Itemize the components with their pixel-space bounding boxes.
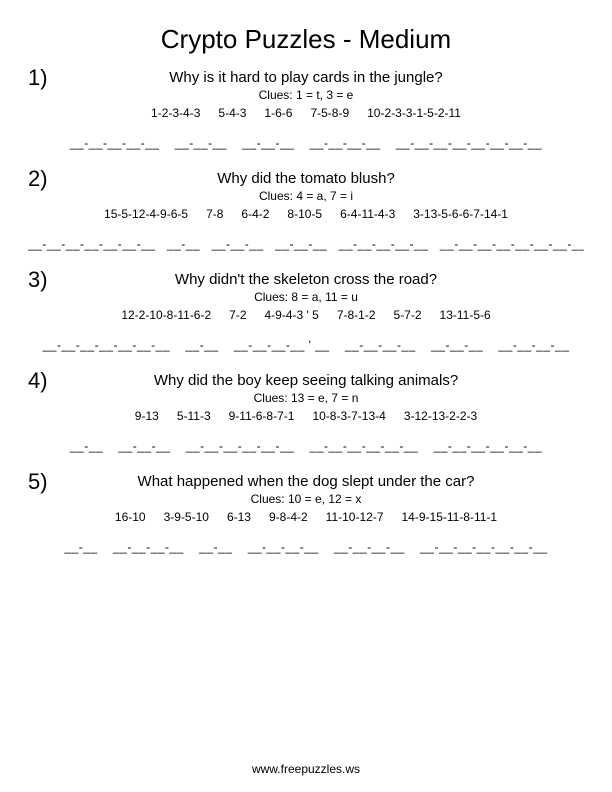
puzzles-list: 1)Why is it hard to play cards in the ju… [28,69,584,554]
code-group: 7-8 [206,207,223,221]
puzzle-codes: 12-2-10-8-11-6-2 7-2 4-9-4-3 ' 5 7-8-1-2 5-7… [28,308,584,322]
puzzle-item: 3)Why didn't the skeleton cross the road… [28,271,584,352]
puzzle-question: Why didn't the skeleton cross the road? [28,271,584,288]
puzzle-number: 4) [28,368,48,394]
puzzle-blanks: __-__ __-__-__ __-__-__-__-__-__ __-__-_… [28,439,584,453]
code-group: 14-9-15-11-8-11-1 [402,510,498,524]
puzzle-number: 1) [28,65,48,91]
code-group: 6-4-11-4-3 [340,207,395,221]
puzzle-blanks: __-__-__-__-__-__-__ __-__ __-__-__-__ '… [28,338,584,352]
puzzle-number: 3) [28,267,48,293]
puzzle-question: Why did the tomato blush? [28,170,584,187]
code-group: 15-5-12-4-9-6-5 [104,207,188,221]
code-group: 10-8-3-7-13-4 [312,409,385,423]
code-group: 1-2-3-4-3 [151,106,200,120]
puzzle-number: 5) [28,469,48,495]
puzzle-item: 5)What happened when the dog slept under… [28,473,584,554]
puzzle-clues: Clues: 13 = e, 7 = n [28,391,584,405]
puzzle-blanks: __-__-__-__-__-__-__ __-__ __-__-__ __-_… [28,237,584,251]
code-group: 12-2-10-8-11-6-2 [121,308,211,322]
code-group: 5-4-3 [218,106,246,120]
puzzle-question: Why is it hard to play cards in the jung… [28,69,584,86]
code-group: 13-11-5-6 [440,308,491,322]
code-group: 6-13 [227,510,251,524]
code-group: 11-10-12-7 [326,510,384,524]
puzzle-item: 2)Why did the tomato blush?Clues: 4 = a,… [28,170,584,251]
footer-url: www.freepuzzles.ws [0,762,612,776]
code-group: 3-12-13-2-2-3 [404,409,477,423]
code-group: 7-5-8-9 [310,106,349,120]
code-group: 6-4-2 [241,207,269,221]
puzzle-blanks: __-__ __-__-__-__ __-__ __-__-__-__ __-_… [28,540,584,554]
code-group: 10-2-3-3-1-5-2-11 [367,106,461,120]
puzzle-question: Why did the boy keep seeing talking anim… [28,372,584,389]
code-group: 7-2 [229,308,246,322]
puzzle-item: 1)Why is it hard to play cards in the ju… [28,69,584,150]
puzzle-question: What happened when the dog slept under t… [28,473,584,490]
code-group: 5-7-2 [394,308,422,322]
puzzle-number: 2) [28,166,48,192]
code-group: 3-9-5-10 [164,510,209,524]
puzzle-item: 4)Why did the boy keep seeing talking an… [28,372,584,453]
code-group: 16-10 [115,510,146,524]
code-group: 1-6-6 [264,106,292,120]
code-group: 3-13-5-6-6-7-14-1 [413,207,508,221]
code-group: 5-11-3 [177,409,211,423]
code-group: 4-9-4-3 ' 5 [265,308,319,322]
page-title: Crypto Puzzles - Medium [28,24,584,55]
code-group: 8-10-5 [287,207,322,221]
puzzle-codes: 1-2-3-4-3 5-4-3 1-6-6 7-5-8-9 10-2-3-3-1-5-2… [28,106,584,120]
puzzle-clues: Clues: 10 = e, 12 = x [28,492,584,506]
puzzle-clues: Clues: 1 = t, 3 = e [28,88,584,102]
puzzle-codes: 9-13 5-11-3 9-11-6-8-7-1 10-8-3-7-13-4 3-12-… [28,409,584,423]
code-group: 9-8-4-2 [269,510,308,524]
code-group: 9-13 [135,409,159,423]
puzzle-blanks: __-__-__-__-__ __-__-__ __-__-__ __-__-_… [28,136,584,150]
code-group: 7-8-1-2 [337,308,376,322]
puzzle-codes: 16-10 3-9-5-10 6-13 9-8-4-2 11-10-12-7 14-9-1… [28,510,584,524]
puzzle-clues: Clues: 4 = a, 7 = i [28,189,584,203]
code-group: 9-11-6-8-7-1 [229,409,295,423]
puzzle-clues: Clues: 8 = a, 11 = u [28,290,584,304]
puzzle-codes: 15-5-12-4-9-6-5 7-8 6-4-2 8-10-5 6-4-11-4-3 3… [28,207,584,221]
